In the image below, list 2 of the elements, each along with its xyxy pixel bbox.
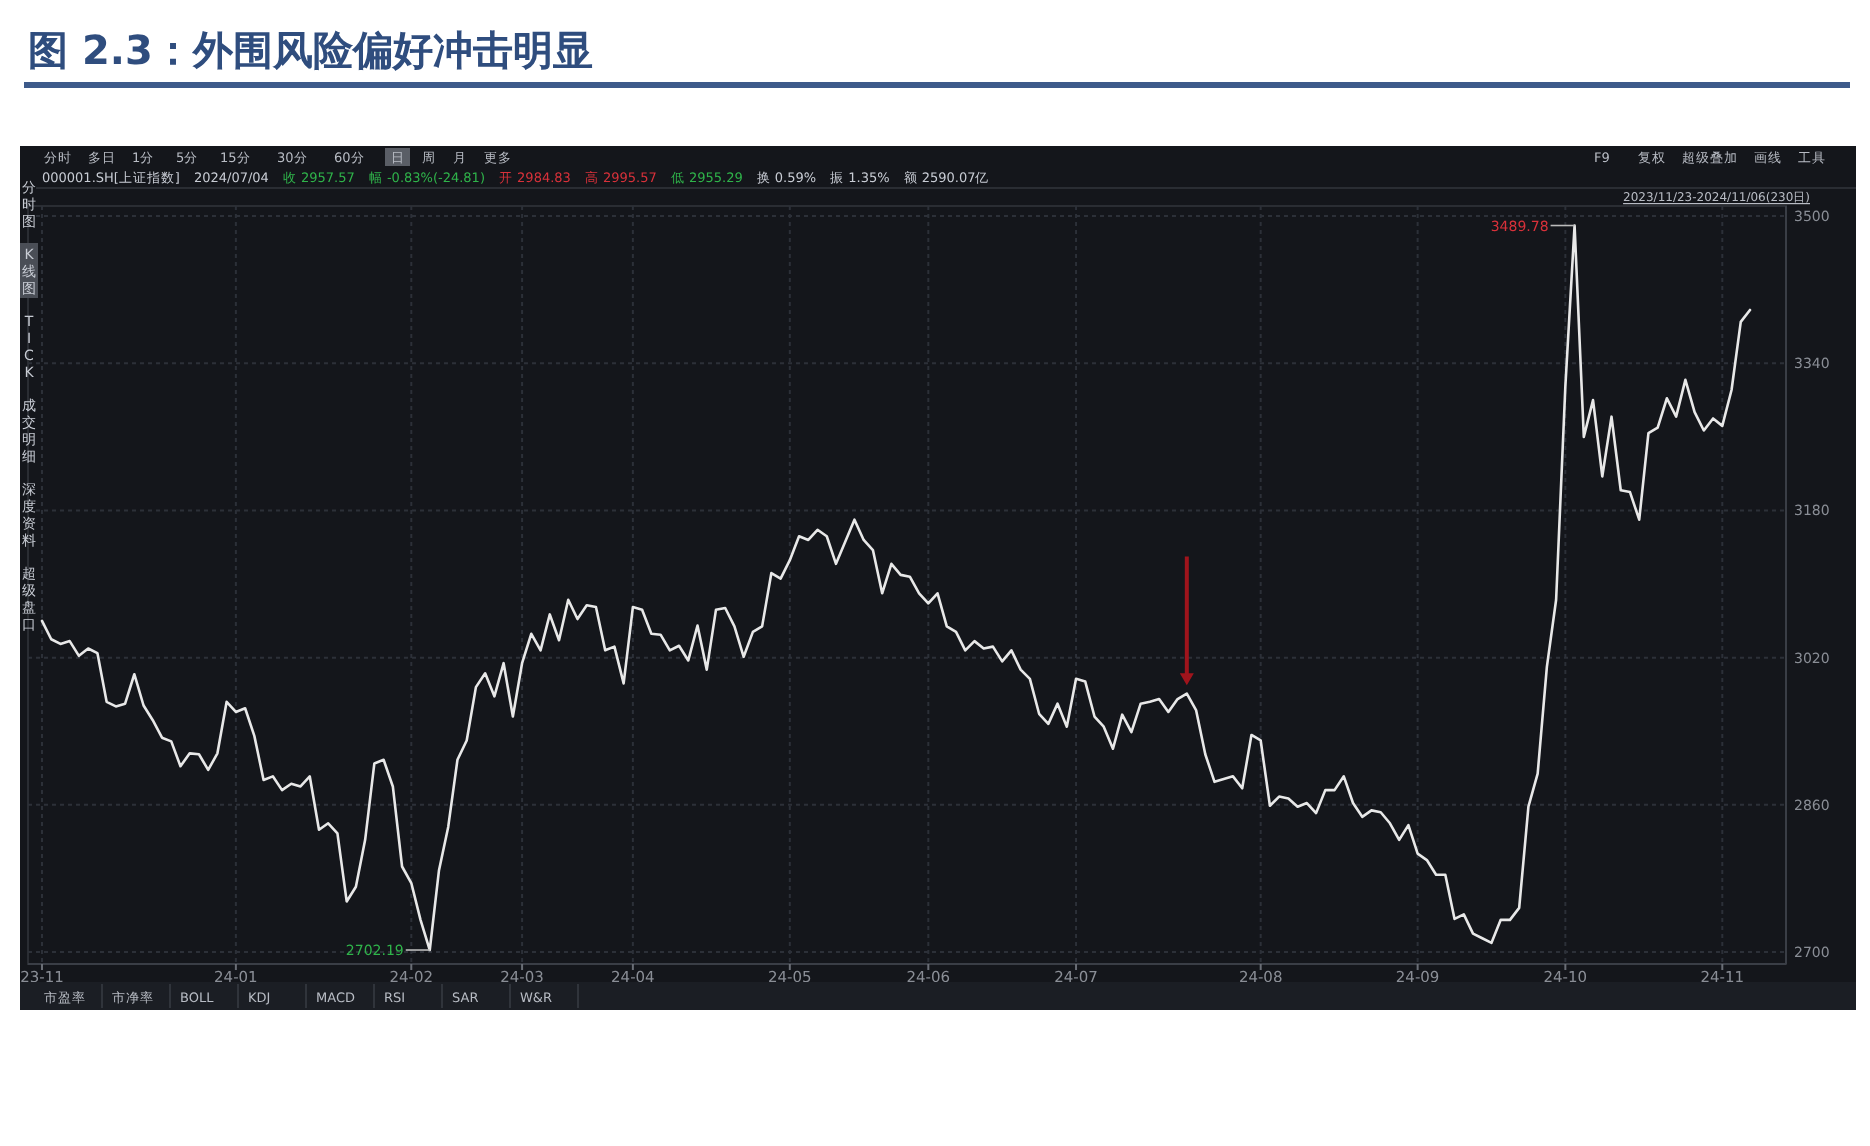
line-series <box>40 224 1752 952</box>
chart-title: 图 2.3：外围风险偏好冲击明显 <box>28 26 593 74</box>
